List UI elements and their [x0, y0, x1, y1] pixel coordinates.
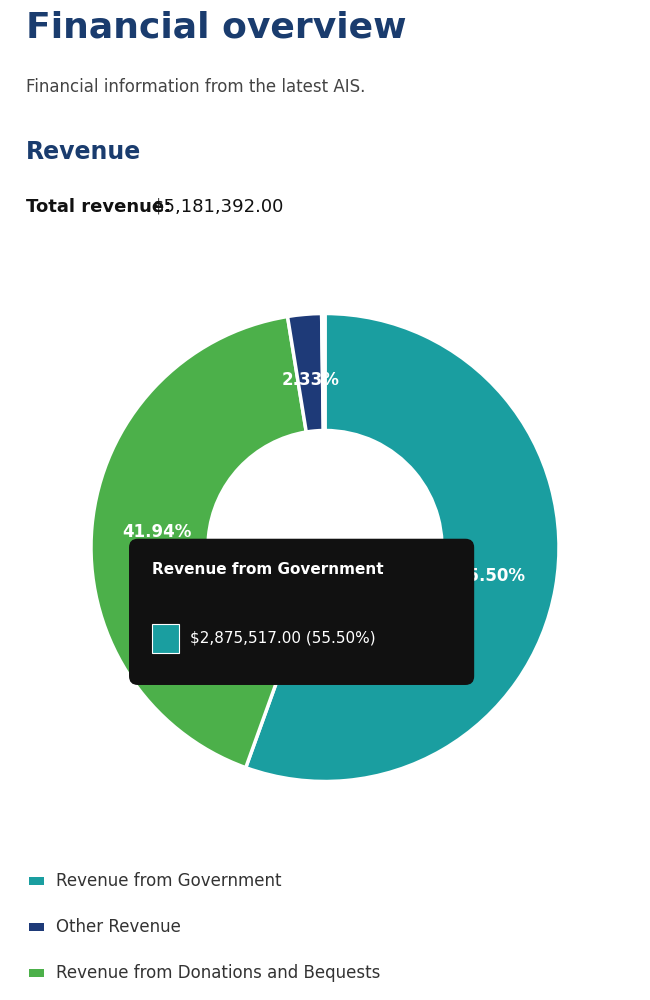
Text: Other Revenue: Other Revenue — [56, 918, 181, 936]
Text: 41.94%: 41.94% — [123, 523, 192, 541]
Text: Financial overview: Financial overview — [26, 10, 406, 44]
FancyBboxPatch shape — [29, 877, 44, 885]
Text: Revenue from Donations and Bequests: Revenue from Donations and Bequests — [56, 964, 380, 982]
Wedge shape — [91, 317, 306, 768]
Text: 55.50%: 55.50% — [456, 567, 525, 585]
Text: Financial information from the latest AIS.: Financial information from the latest AI… — [26, 78, 365, 96]
Text: Total revenue:: Total revenue: — [26, 198, 177, 216]
Wedge shape — [322, 314, 325, 431]
Text: $5,181,392.00: $5,181,392.00 — [153, 198, 284, 216]
FancyBboxPatch shape — [29, 969, 44, 977]
Text: Revenue from Government: Revenue from Government — [56, 872, 281, 890]
Wedge shape — [287, 314, 323, 432]
Text: $2,875,517.00 (55.50%): $2,875,517.00 (55.50%) — [190, 631, 376, 646]
FancyBboxPatch shape — [29, 923, 44, 931]
Text: 2.33%: 2.33% — [281, 371, 339, 389]
FancyBboxPatch shape — [152, 624, 179, 653]
Wedge shape — [246, 314, 559, 781]
Text: Revenue: Revenue — [26, 140, 141, 164]
FancyBboxPatch shape — [129, 539, 474, 685]
Text: Revenue from Government: Revenue from Government — [152, 562, 384, 577]
